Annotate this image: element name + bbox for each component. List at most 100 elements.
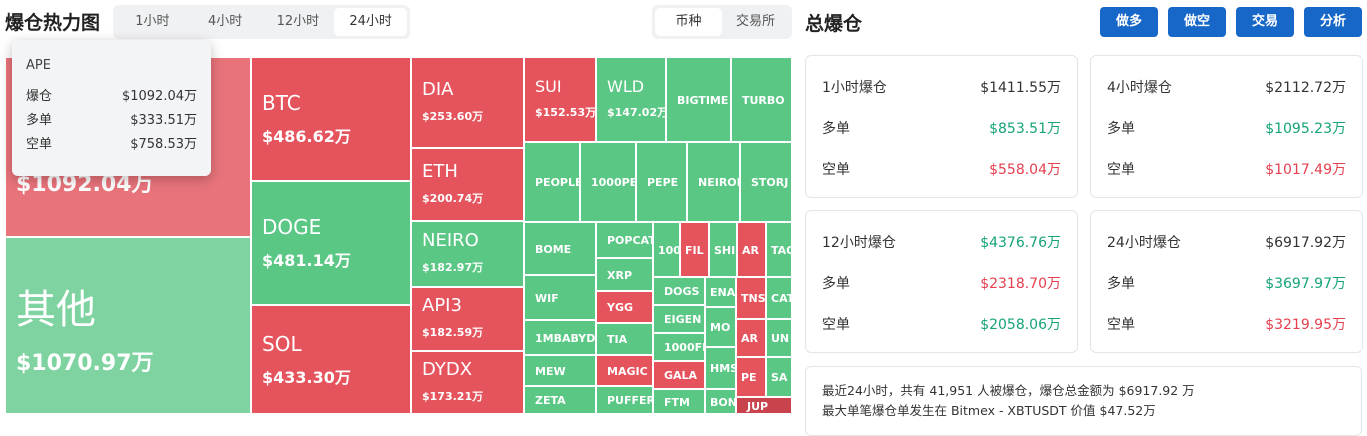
tile[interactable]: ENA	[705, 277, 736, 307]
stat-row: 24小时爆仓 $6917.92万	[1107, 223, 1346, 264]
tile[interactable]: SUI $152.53万	[524, 57, 596, 142]
tile[interactable]: MEW	[524, 355, 596, 386]
tile[interactable]: UN	[766, 319, 792, 357]
tile[interactable]: DYDX $173.21万	[411, 351, 524, 414]
stat-label: 多单	[1107, 276, 1135, 292]
tile[interactable]: DIA $253.60万	[411, 57, 524, 148]
tile[interactable]: MO	[705, 307, 736, 347]
tile-name: AR	[741, 332, 758, 345]
tile[interactable]: CAT	[766, 277, 792, 319]
note: 最大单笔爆仓单发生在 Bitmex - XBTUSDT 价值 $47.52万	[822, 403, 1156, 418]
tile[interactable]: BIGTIME	[666, 57, 731, 142]
time-tab[interactable]: 24小时	[334, 8, 407, 36]
tile[interactable]: GALA	[653, 361, 705, 389]
tile[interactable]: DOGE $481.14万	[251, 181, 411, 305]
tile-value: $147.02万	[607, 105, 666, 119]
tile-name: BIGTIME	[677, 93, 729, 107]
view-tab[interactable]: 币种	[655, 8, 722, 36]
tile[interactable]: WLD $147.02万	[596, 57, 666, 142]
tile[interactable]: 100	[653, 222, 680, 277]
tile[interactable]: TIA	[596, 323, 653, 355]
tile-value: $253.60万	[422, 109, 484, 123]
tile[interactable]: HMS	[705, 347, 736, 389]
tile-name: AR	[742, 243, 759, 257]
time-tab[interactable]: 12小时	[276, 14, 320, 29]
tile[interactable]: FIL	[680, 222, 709, 277]
tile[interactable]: BON	[705, 389, 736, 414]
tile[interactable]: TNS	[736, 277, 766, 319]
tile[interactable]: XRP	[596, 258, 653, 291]
tooltip-title: APE	[26, 58, 51, 73]
tile[interactable]: TAO	[766, 222, 792, 277]
tile-value: $1092.04万	[16, 172, 154, 197]
tile-name: STORJ	[751, 176, 789, 189]
stat-card: 24小时爆仓 $6917.92万 多单 $3697.97万 空单 $3219.95万	[1090, 210, 1363, 353]
tile[interactable]: AR	[737, 222, 766, 277]
tile[interactable]: ZETA	[524, 386, 596, 414]
stat-row: 1小时爆仓 $1411.55万	[822, 68, 1061, 109]
tile-name: BTC	[262, 91, 301, 115]
tile[interactable]: ETH $200.74万	[411, 148, 524, 221]
tile[interactable]: YGG	[596, 291, 653, 323]
tile[interactable]: EIGEN	[653, 305, 705, 333]
tile-name: PEPE	[647, 176, 679, 189]
tile[interactable]: NEIROE	[687, 142, 740, 222]
button[interactable]: 交易	[1236, 7, 1294, 37]
tile[interactable]: POPCAT	[596, 222, 653, 258]
tile[interactable]: SA	[766, 357, 792, 397]
tile[interactable]: STORJ	[740, 142, 792, 222]
tile-name: POPCAT	[607, 234, 653, 247]
tile[interactable]: MAGIC	[596, 355, 653, 386]
stat-value: $1095.23万	[1265, 121, 1346, 137]
tile[interactable]: 其他 $1070.97万	[5, 237, 251, 414]
tile-name: MEW	[535, 364, 566, 378]
time-tab[interactable]: 1小时	[135, 14, 170, 29]
tile[interactable]: 1000FLO	[653, 333, 705, 361]
tile[interactable]: PE	[736, 357, 766, 397]
stat-label: 1小时爆仓	[822, 80, 887, 96]
tile[interactable]: SHI	[709, 222, 737, 277]
button[interactable]: 分析	[1304, 7, 1362, 37]
stat-label: 多单	[822, 276, 850, 292]
tile[interactable]: WIF	[524, 275, 596, 320]
tile[interactable]: PUFFER	[596, 386, 653, 414]
tile[interactable]: NEIRO $182.97万	[411, 221, 524, 287]
tile-value: $173.21万	[422, 389, 484, 403]
tile[interactable]: BOME	[524, 222, 596, 275]
tooltip-value: $758.53万	[130, 137, 197, 152]
tile[interactable]: DOGS	[653, 277, 705, 305]
stat-value: $1411.55万	[980, 80, 1061, 96]
view-tab[interactable]: 交易所	[735, 14, 775, 29]
tooltip-value: $333.51万	[130, 113, 197, 128]
stat-label: 多单	[822, 121, 850, 137]
tile-value: $182.97万	[422, 261, 484, 274]
tile[interactable]: AR	[736, 319, 766, 357]
tile-name: SHI	[714, 243, 736, 257]
tile[interactable]: TURBO	[731, 57, 792, 142]
note: 最近24小时，共有 41,951 人被爆仓，爆仓总金额为 $6917.92 万	[822, 383, 1195, 398]
tile[interactable]: 1000PEP	[580, 142, 636, 222]
tile-name: API3	[422, 295, 462, 316]
heatmap-title: 爆仓热力图	[5, 12, 101, 34]
tile[interactable]: API3 $182.59万	[411, 287, 524, 351]
stat-card: 12小时爆仓 $4376.76万 多单 $2318.70万 空单 $2058.06万	[805, 210, 1078, 353]
stat-value: $6917.92万	[1265, 235, 1346, 251]
tile-name: TIA	[607, 333, 628, 346]
time-tab[interactable]: 4小时	[207, 14, 243, 29]
tile-name: DIA	[422, 78, 454, 100]
tile[interactable]: BTC $486.62万	[251, 57, 411, 181]
stat-card: 4小时爆仓 $2112.72万 多单 $1095.23万 空单 $1017.49万	[1090, 55, 1363, 198]
stat-row: 空单 $3219.95万	[1107, 305, 1346, 346]
stat-label: 4小时爆仓	[1107, 80, 1172, 96]
tile[interactable]: 1MBABYDO	[524, 320, 596, 355]
button[interactable]: 做多	[1100, 7, 1158, 37]
tile[interactable]: JUP	[736, 397, 792, 414]
button[interactable]: 做空	[1168, 7, 1226, 37]
tile[interactable]: PEOPLE	[524, 142, 580, 222]
tile-name: BOME	[535, 242, 572, 256]
tile[interactable]: FTM	[653, 389, 705, 414]
tile-name: TAO	[771, 243, 791, 257]
tile-name: SUI	[535, 76, 562, 96]
tile[interactable]: PEPE	[636, 142, 687, 222]
tile[interactable]: SOL $433.30万	[251, 305, 411, 414]
